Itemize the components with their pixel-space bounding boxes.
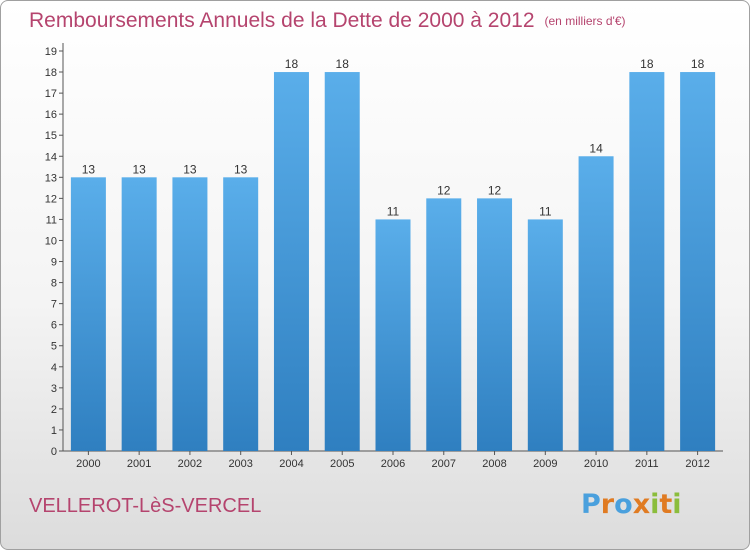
logo-letter: r [600, 489, 615, 520]
bar [426, 198, 462, 451]
bar [172, 177, 208, 451]
bar-value-label: 13 [132, 162, 146, 176]
x-tick-label: 2009 [533, 458, 557, 470]
x-tick-label: 2010 [584, 458, 608, 470]
proxiti-logo: Proxiti [581, 489, 682, 520]
bar-value-label: 14 [589, 141, 603, 155]
bar [273, 72, 309, 451]
bar-value-label: 11 [387, 204, 400, 218]
bar-value-label: 18 [691, 57, 705, 71]
y-tick-label: 19 [45, 46, 57, 58]
bar-value-label: 13 [234, 162, 248, 176]
y-tick-label: 3 [51, 383, 57, 395]
x-tick-label: 2005 [330, 458, 354, 470]
logo-letter: o [614, 489, 633, 520]
chart-subtitle: (en milliers d'€) [544, 14, 626, 28]
y-tick-label: 6 [51, 320, 57, 332]
y-tick-label: 5 [51, 341, 57, 353]
x-tick-label: 2007 [432, 458, 456, 470]
x-tick-label: 2011 [635, 458, 659, 470]
y-tick-label: 14 [45, 151, 57, 163]
bar [70, 177, 106, 451]
x-tick-label: 2008 [482, 458, 506, 470]
logo-letter: i [672, 489, 682, 520]
bar-value-label: 18 [640, 57, 654, 71]
logo-letter: P [581, 489, 601, 520]
bar-value-label: 11 [539, 204, 552, 218]
bar [680, 72, 716, 451]
y-tick-label: 10 [45, 235, 57, 247]
logo-letter: x [632, 489, 651, 520]
bar-value-label: 13 [82, 162, 96, 176]
y-tick-label: 18 [45, 67, 57, 79]
y-tick-label: 2 [51, 404, 57, 416]
bar [324, 72, 360, 451]
y-tick-label: 11 [46, 214, 57, 226]
bar [527, 219, 563, 451]
bar-value-label: 18 [285, 57, 299, 71]
chart-title-text: Remboursements Annuels de la Dette de 20… [29, 9, 535, 32]
commune-name: VELLEROT-LèS-VERCEL [29, 495, 262, 517]
logo-letter: i [650, 489, 660, 520]
y-tick-label: 7 [51, 299, 57, 311]
bar-value-label: 13 [183, 162, 197, 176]
bar-value-label: 18 [336, 57, 350, 71]
y-tick-label: 16 [45, 109, 57, 121]
chart-title: Remboursements Annuels de la Dette de 20… [29, 9, 626, 33]
logo-letter: t [659, 489, 673, 520]
bar [477, 198, 513, 451]
bar [578, 156, 614, 451]
x-tick-label: 2003 [228, 458, 252, 470]
y-tick-label: 13 [45, 172, 57, 184]
y-tick-label: 4 [51, 362, 57, 374]
y-tick-label: 17 [45, 88, 57, 100]
x-tick-label: 2001 [127, 458, 151, 470]
x-tick-label: 2000 [76, 458, 100, 470]
x-tick-label: 2004 [279, 458, 303, 470]
y-tick-label: 9 [51, 257, 57, 269]
y-tick-label: 12 [45, 193, 57, 205]
y-tick-label: 15 [45, 130, 57, 142]
x-tick-label: 2002 [178, 458, 202, 470]
bar-value-label: 12 [488, 183, 502, 197]
bar [629, 72, 665, 451]
bar-value-label: 12 [437, 183, 451, 197]
bar [223, 177, 259, 451]
y-tick-label: 0 [51, 446, 57, 458]
x-tick-label: 2006 [381, 458, 405, 470]
y-tick-label: 8 [51, 278, 57, 290]
x-tick-label: 2012 [685, 458, 709, 470]
bar [375, 219, 411, 451]
bar [121, 177, 157, 451]
y-tick-label: 1 [51, 425, 57, 437]
